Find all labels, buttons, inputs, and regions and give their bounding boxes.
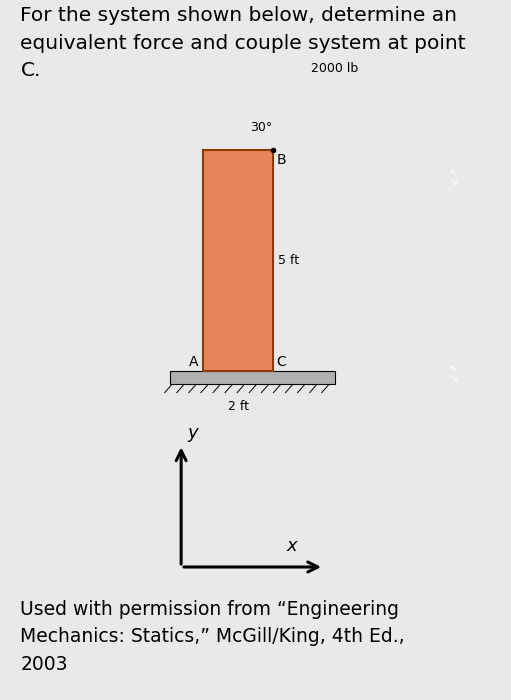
- Text: For the system shown below, determine an
equivalent force and couple system at p: For the system shown below, determine an…: [20, 6, 466, 80]
- Text: ↖
↘: ↖ ↘: [450, 364, 457, 384]
- Text: 30°: 30°: [250, 121, 272, 134]
- Text: B: B: [277, 153, 286, 167]
- Text: 5 ft: 5 ft: [278, 254, 299, 267]
- Text: Used with permission from “Engineering
Mechanics: Statics,” McGill/King, 4th Ed.: Used with permission from “Engineering M…: [20, 600, 405, 673]
- Bar: [170, 370, 335, 384]
- Text: C: C: [277, 355, 287, 369]
- Text: ↖
↘: ↖ ↘: [450, 168, 457, 188]
- Text: x: x: [287, 537, 297, 554]
- Bar: [203, 150, 273, 370]
- Text: y: y: [188, 424, 198, 442]
- Text: 2000 lb: 2000 lb: [311, 62, 358, 75]
- Text: A: A: [189, 355, 199, 369]
- Text: 2 ft: 2 ft: [228, 400, 249, 413]
